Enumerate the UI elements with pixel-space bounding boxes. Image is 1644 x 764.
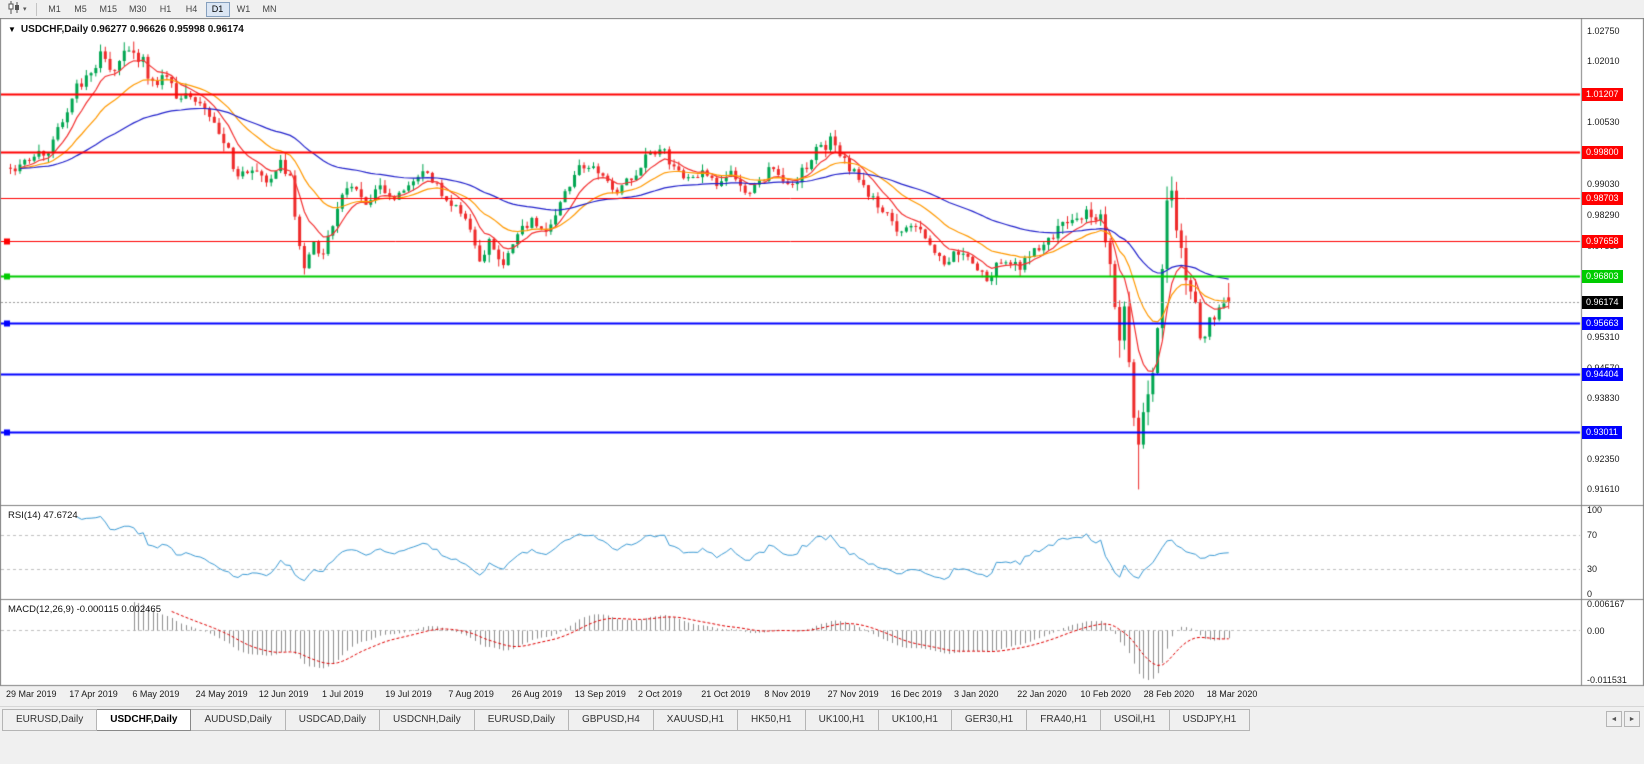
- chevron-down-icon: ▾: [23, 5, 27, 13]
- timeframe-toolbar: ▾ M1 M5 M15 M30 H1 H4 D1 W1 MN: [0, 0, 1644, 18]
- timeframe-button-h1[interactable]: H1: [154, 2, 178, 17]
- chart-tab-hk50-h1[interactable]: HK50,H1: [738, 709, 806, 731]
- toolbar-separator: [35, 2, 37, 16]
- candlestick-chart-icon: [7, 1, 21, 17]
- timeframe-button-m1[interactable]: M1: [43, 2, 67, 17]
- chart-window: ▼ USDCHF,Daily 0.96277 0.96626 0.95998 0…: [0, 18, 1644, 706]
- chart-tab-uk100-h1[interactable]: UK100,H1: [878, 709, 952, 731]
- timeframe-button-h4[interactable]: H4: [180, 2, 204, 17]
- chart-type-button[interactable]: ▾: [3, 1, 31, 17]
- timeframe-button-mn[interactable]: MN: [258, 2, 282, 17]
- chart-tab-usdjpy-h1[interactable]: USDJPY,H1: [1169, 709, 1251, 731]
- macd-indicator-label: MACD(12,26,9) -0.000115 0.002465: [8, 604, 161, 615]
- chart-tab-xauusd-h1[interactable]: XAUUSD,H1: [653, 709, 739, 731]
- chart-tabbar: EURUSD,Daily USDCHF,Daily AUDUSD,Daily USDC…: [0, 706, 1644, 733]
- timeframe-button-m15[interactable]: M15: [95, 2, 123, 17]
- chart-tab-usdchf-daily[interactable]: USDCHF,Daily: [97, 709, 192, 731]
- timeframe-button-w1[interactable]: W1: [232, 2, 256, 17]
- timeframe-button-d1[interactable]: D1: [205, 1, 230, 17]
- tab-scroll-left-icon[interactable]: ◄: [1606, 711, 1622, 727]
- chart-ohlc-label: USDCHF,Daily 0.96277 0.96626 0.95998 0.9…: [20, 24, 244, 35]
- chart-tab-usdcad-daily[interactable]: USDCAD,Daily: [285, 709, 380, 731]
- price-chart-canvas[interactable]: [0, 18, 1644, 706]
- chart-tab-gbpusd-h4[interactable]: GBPUSD,H4: [568, 709, 654, 731]
- chart-shift-marker-icon: ▼: [8, 24, 16, 34]
- chart-tab-audusd-daily[interactable]: AUDUSD,Daily: [191, 709, 286, 731]
- chart-title: ▼ USDCHF,Daily 0.96277 0.96626 0.95998 0…: [8, 24, 244, 35]
- chart-tab-eurusd-daily[interactable]: EURUSD,Daily: [474, 709, 569, 731]
- timeframe-buttons-group: M1 M5 M15 M30 H1 H4 D1 W1 MN: [42, 1, 283, 17]
- chart-tab-uk100-h1[interactable]: UK100,H1: [805, 709, 879, 731]
- chart-tab-usoil-h1[interactable]: USOil,H1: [1100, 709, 1170, 731]
- chart-tabs: EURUSD,Daily USDCHF,Daily AUDUSD,Daily USDC…: [2, 709, 1251, 731]
- chart-tab-usdcnh-daily[interactable]: USDCNH,Daily: [379, 709, 475, 731]
- tab-scroll-arrows: ◄ ►: [1606, 711, 1640, 727]
- rsi-indicator-label: RSI(14) 47.6724: [8, 510, 78, 521]
- chart-tab-ger30-h1[interactable]: GER30,H1: [951, 709, 1028, 731]
- tab-scroll-right-icon[interactable]: ►: [1624, 711, 1640, 727]
- timeframe-button-m30[interactable]: M30: [124, 2, 152, 17]
- timeframe-button-m5[interactable]: M5: [69, 2, 93, 17]
- chart-tab-eurusd-daily[interactable]: EURUSD,Daily: [2, 709, 98, 731]
- chart-tab-fra40-h1[interactable]: FRA40,H1: [1027, 709, 1101, 731]
